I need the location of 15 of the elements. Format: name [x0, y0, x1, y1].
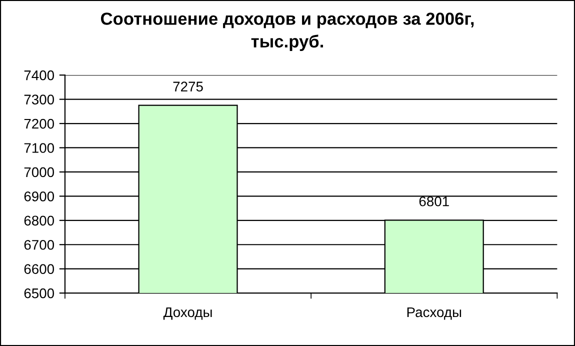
y-tick-label: 7400	[24, 70, 54, 80]
data-label: 6801	[419, 196, 449, 206]
y-tick-label: 7000	[24, 167, 54, 178]
y-tick-label: 7100	[24, 143, 54, 153]
y-tick-label: 6500	[24, 288, 54, 298]
y-tick-label: 6800	[24, 216, 54, 226]
y-tick-label: 6900	[24, 192, 54, 202]
y-tick-label: 6700	[24, 240, 54, 250]
y-tick-label: 6600	[24, 264, 54, 274]
y-tick-label: 7300	[24, 94, 54, 104]
data-label: 7275	[173, 82, 203, 92]
y-tick-label: 7200	[24, 118, 54, 129]
chart-title: Соотношение доходов и расходов за 2006г, тыс.руб.	[100, 12, 474, 51]
x-tick-label: Расходы	[407, 307, 462, 320]
x-tick-label: Доходы	[163, 307, 212, 320]
